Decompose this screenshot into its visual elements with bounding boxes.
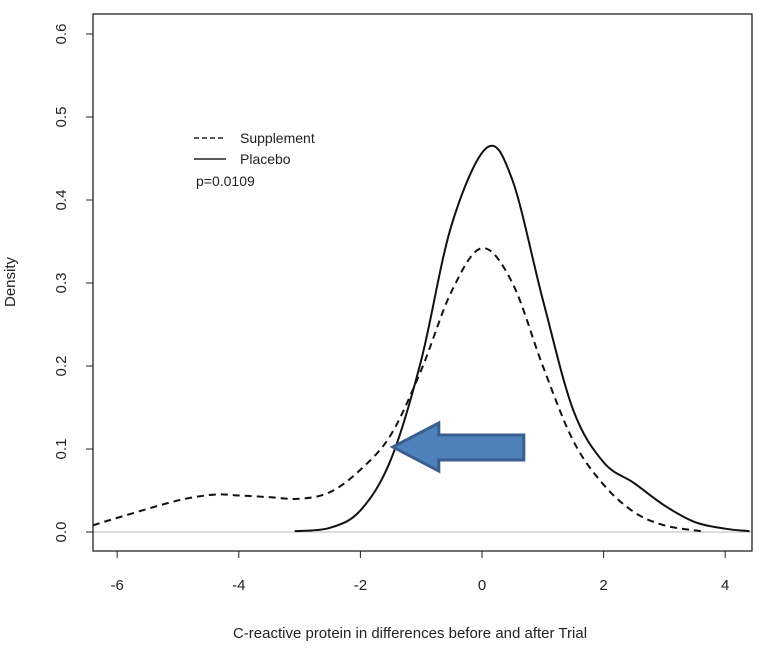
y-tick-label: 0.2 <box>53 356 70 377</box>
x-tick-label: -4 <box>232 577 245 594</box>
series-supplement-curve <box>92 247 702 533</box>
p-value-annotation: p=0.0109 <box>196 173 255 189</box>
x-tick-label: 2 <box>599 577 607 594</box>
arrow-annotation <box>389 420 526 474</box>
series-placebo-curve <box>294 144 750 533</box>
x-tick-label: -2 <box>354 577 367 594</box>
y-tick-label: 0.3 <box>53 273 70 294</box>
y-tick-label: 0.4 <box>53 190 70 211</box>
legend: Supplement Placebo p=0.0109 <box>194 130 315 189</box>
legend-supplement-label: Supplement <box>240 130 315 146</box>
y-tick-label: 0.0 <box>53 522 70 543</box>
x-axis-label: C-reactive protein in differences before… <box>233 625 587 642</box>
plot-frame <box>92 13 753 552</box>
x-tick-label: 4 <box>721 577 729 594</box>
y-tick-label: 0.1 <box>53 439 70 460</box>
y-axis-label: Density <box>2 256 19 307</box>
y-tick-label: 0.6 <box>53 24 70 45</box>
x-tick-label: 0 <box>478 577 486 594</box>
y-tick-label: 0.5 <box>53 107 70 128</box>
legend-placebo-label: Placebo <box>240 151 291 167</box>
x-tick-label: -6 <box>111 577 124 594</box>
